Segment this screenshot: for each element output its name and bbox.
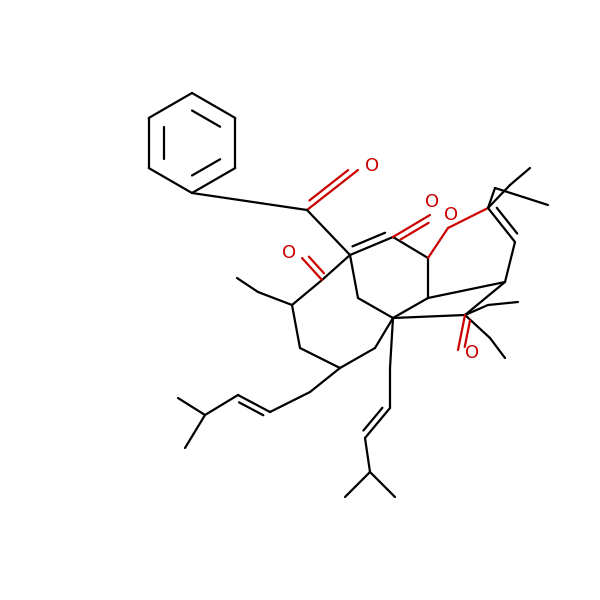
Text: O: O [444, 206, 458, 224]
Text: O: O [365, 157, 379, 175]
Text: O: O [425, 193, 439, 211]
Text: O: O [465, 344, 479, 362]
Text: O: O [282, 244, 296, 262]
